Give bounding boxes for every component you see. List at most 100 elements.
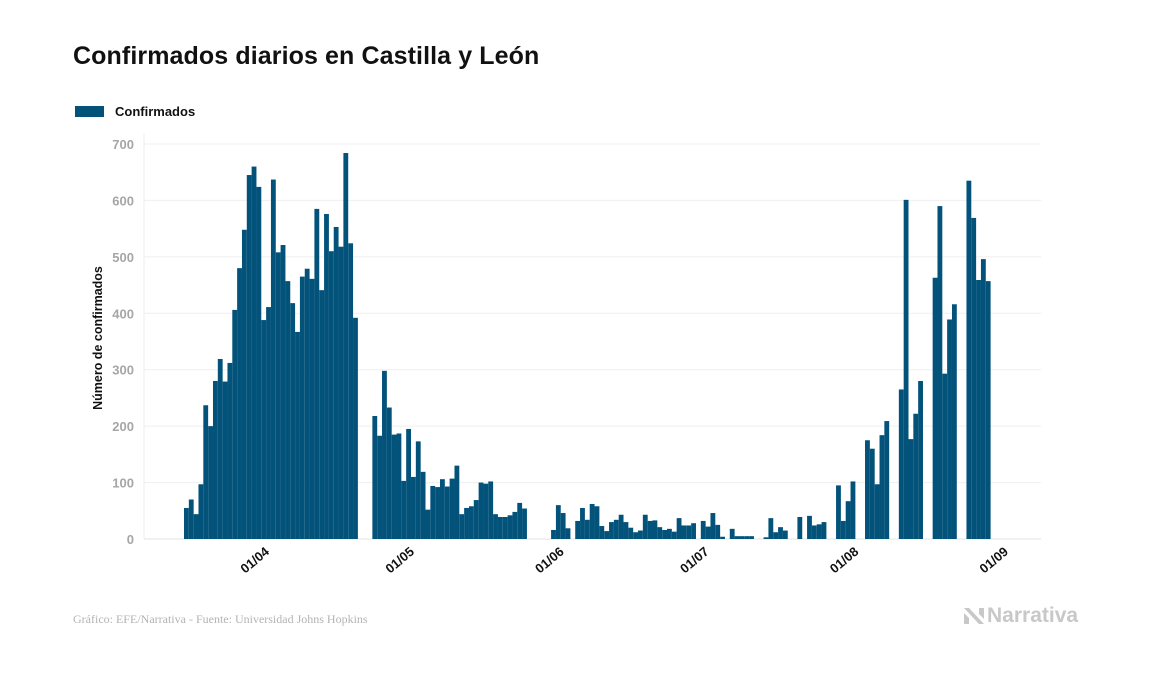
bar xyxy=(686,525,692,539)
bar xyxy=(565,528,571,539)
bar xyxy=(222,381,228,539)
bar xyxy=(671,531,677,539)
bar xyxy=(251,166,257,539)
bar xyxy=(449,478,455,539)
legend: Confirmados xyxy=(75,104,195,119)
bar xyxy=(227,362,233,539)
bar xyxy=(338,246,344,539)
bar xyxy=(618,514,624,539)
bar xyxy=(411,476,416,539)
bar xyxy=(198,484,204,539)
bar xyxy=(425,509,431,539)
bar xyxy=(551,529,556,539)
bar xyxy=(976,279,981,539)
x-axis-ticks: 01/04 01/05 01/06 01/07 01/08 01/09 xyxy=(237,543,1011,576)
bar xyxy=(676,518,682,539)
y-tick-label: 300 xyxy=(112,363,134,378)
y-tick-label: 400 xyxy=(112,306,134,321)
bar xyxy=(821,522,827,539)
bar xyxy=(266,307,271,539)
bar xyxy=(720,536,725,539)
bar xyxy=(435,487,440,539)
bar xyxy=(512,511,518,539)
y-tick-label: 700 xyxy=(112,137,134,152)
bar xyxy=(980,259,986,539)
bar xyxy=(749,536,754,539)
bar xyxy=(836,485,841,539)
bar xyxy=(193,514,199,539)
bars xyxy=(184,153,991,540)
bar xyxy=(942,373,948,539)
bar xyxy=(299,276,305,539)
bar xyxy=(430,485,436,539)
bar xyxy=(502,516,508,539)
legend-label: Confirmados xyxy=(115,104,196,119)
bar xyxy=(811,525,817,539)
bar xyxy=(971,217,977,540)
bar xyxy=(328,251,334,539)
bar xyxy=(778,527,783,539)
bar xyxy=(657,527,663,539)
bar xyxy=(468,506,474,539)
y-tick-label: 500 xyxy=(112,250,134,265)
bar xyxy=(188,499,194,539)
bar xyxy=(377,435,383,539)
bar xyxy=(763,537,769,539)
bar xyxy=(304,268,310,539)
bar xyxy=(246,175,252,540)
bar xyxy=(816,524,822,539)
bar xyxy=(415,441,421,539)
bar xyxy=(865,440,870,539)
bar xyxy=(908,439,914,539)
bar xyxy=(256,186,262,539)
bar xyxy=(898,389,904,539)
bar xyxy=(623,522,629,539)
bar xyxy=(773,532,779,539)
bar xyxy=(507,515,513,539)
bar xyxy=(275,252,281,539)
bar xyxy=(241,229,247,539)
bar xyxy=(850,481,856,539)
bar xyxy=(333,226,339,539)
bar xyxy=(932,277,938,539)
bar xyxy=(203,405,209,539)
bar xyxy=(652,520,658,539)
bar xyxy=(459,514,465,539)
bar xyxy=(517,502,523,539)
bar xyxy=(439,479,445,539)
bar xyxy=(937,206,943,539)
bar xyxy=(261,320,267,539)
bar xyxy=(473,500,479,539)
bar xyxy=(391,434,397,539)
bar xyxy=(681,525,687,539)
bar xyxy=(739,536,745,539)
bar xyxy=(396,433,402,539)
x-tick-label: 01/06 xyxy=(532,544,567,576)
bar xyxy=(667,528,672,539)
bar xyxy=(966,180,972,539)
bar xyxy=(840,520,846,539)
bar xyxy=(314,208,320,539)
brand-name: Narrativa xyxy=(987,604,1079,627)
bar xyxy=(744,536,750,539)
bar xyxy=(497,516,503,539)
bar xyxy=(845,501,851,539)
bar xyxy=(555,505,561,539)
bar xyxy=(609,522,614,539)
bar xyxy=(522,508,527,539)
bar xyxy=(903,199,909,540)
bar xyxy=(444,486,450,539)
bar xyxy=(420,471,426,539)
bar xyxy=(217,358,223,539)
y-tick-label: 0 xyxy=(127,532,134,547)
bar xyxy=(212,381,218,539)
bar xyxy=(884,421,890,539)
bar xyxy=(647,520,653,539)
bar xyxy=(729,528,735,539)
bar xyxy=(280,245,286,539)
bar xyxy=(710,513,716,539)
bar xyxy=(232,309,238,539)
bar xyxy=(951,304,957,539)
bar xyxy=(869,448,875,539)
y-tick-label: 600 xyxy=(112,193,134,208)
